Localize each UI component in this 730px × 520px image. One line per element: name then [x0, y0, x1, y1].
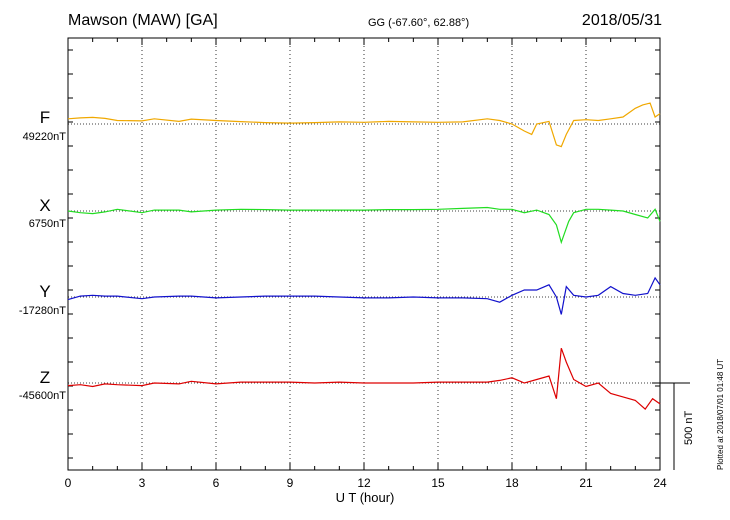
channel-x-letter: X: [39, 196, 51, 215]
series-line-y: [67, 276, 661, 315]
geographic-coordinates: GG (-67.60°, 62.88°): [368, 17, 470, 29]
series-line-f: [67, 102, 661, 148]
channel-f-letter: F: [39, 108, 51, 127]
x-tick-label-15: 15: [431, 476, 445, 490]
station-title: Mawson (MAW) [GA]: [68, 12, 218, 29]
channel-f-baseline: 49220nT: [22, 131, 66, 143]
channel-z-letter: Z: [39, 368, 51, 387]
x-tick-label-24: 24: [653, 476, 667, 490]
plot-date: 2018/05/31: [581, 12, 662, 29]
scale-label: 500 nT: [683, 410, 695, 445]
x-tick-label-9: 9: [287, 476, 294, 490]
channel-z-baseline: -45600nT: [18, 390, 66, 402]
x-tick-label-6: 6: [213, 476, 220, 490]
channel-y-baseline: -17280nT: [18, 305, 66, 317]
channel-x-baseline: 6750nT: [28, 218, 66, 230]
x-axis-label: U T (hour): [335, 490, 395, 505]
series-line-x: [67, 206, 661, 245]
x-tick-label-0: 0: [65, 476, 72, 490]
plotted-timestamp: Plotted at 2018/07/01 01:48 UT: [716, 358, 725, 470]
x-tick-label-12: 12: [357, 476, 371, 490]
series-line-z: [67, 347, 661, 410]
x-tick-label-3: 3: [139, 476, 146, 490]
x-tick-label-18: 18: [505, 476, 519, 490]
x-tick-label-21: 21: [579, 476, 593, 490]
channel-y-letter: Y: [39, 282, 51, 301]
